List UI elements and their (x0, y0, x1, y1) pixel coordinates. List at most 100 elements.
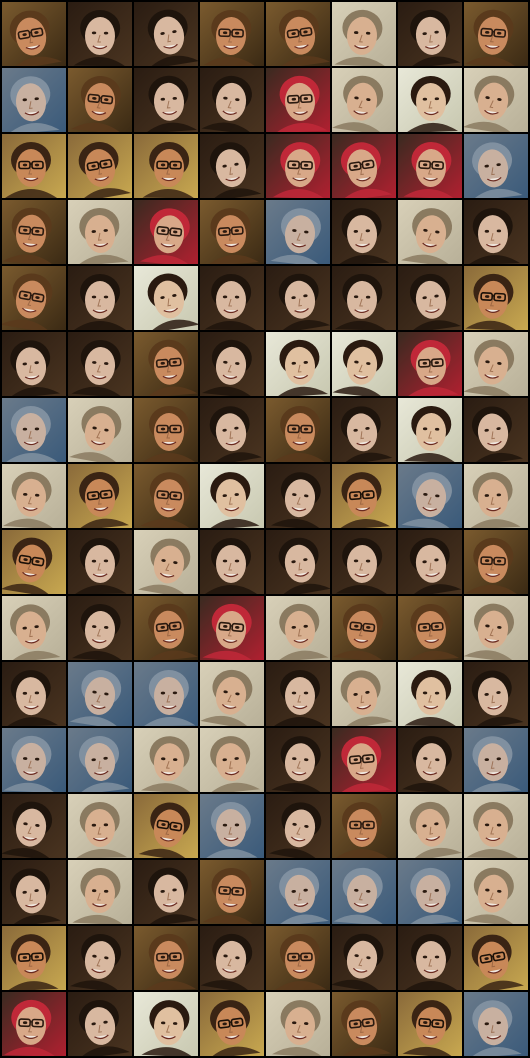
face-thumbnail (200, 662, 264, 726)
face-thumbnail (266, 464, 330, 528)
face-thumbnail (398, 332, 462, 396)
face-thumbnail (200, 860, 264, 924)
face-thumbnail (266, 134, 330, 198)
face-thumbnail (398, 200, 462, 264)
face-thumbnail (464, 398, 528, 462)
face-thumbnail (134, 794, 198, 858)
face-thumbnail (68, 2, 132, 66)
face-thumbnail (68, 332, 132, 396)
face-thumbnail (200, 332, 264, 396)
face-thumbnail (134, 332, 198, 396)
face-thumbnail (266, 860, 330, 924)
face-thumbnail (464, 860, 528, 924)
face-thumbnail (266, 530, 330, 594)
face-thumbnail (464, 728, 528, 792)
face-thumbnail (200, 464, 264, 528)
face-thumbnail (134, 860, 198, 924)
face-thumbnail (266, 992, 330, 1056)
face-thumbnail (134, 464, 198, 528)
face-thumbnail (398, 398, 462, 462)
face-thumbnail (134, 596, 198, 660)
face-thumbnail (398, 134, 462, 198)
face-thumbnail (332, 662, 396, 726)
face-thumbnail (200, 926, 264, 990)
face-thumbnail (134, 266, 198, 330)
face-thumbnail (266, 398, 330, 462)
face-thumbnail (332, 266, 396, 330)
face-thumbnail (2, 332, 66, 396)
face-thumbnail (332, 926, 396, 990)
face-thumbnail (2, 662, 66, 726)
face-thumbnail (134, 728, 198, 792)
face-thumbnail (398, 662, 462, 726)
face-thumbnail (332, 2, 396, 66)
face-thumbnail (2, 464, 66, 528)
face-thumbnail (2, 200, 66, 264)
face-thumbnail (134, 200, 198, 264)
face-thumbnail (200, 2, 264, 66)
face-thumbnail (332, 596, 396, 660)
face-thumbnail (398, 530, 462, 594)
face-thumbnail (2, 398, 66, 462)
face-thumbnail (68, 464, 132, 528)
face-thumbnail (332, 728, 396, 792)
face-thumbnail (266, 266, 330, 330)
face-thumbnail (2, 926, 66, 990)
face-thumbnail (2, 992, 66, 1056)
face-thumbnail (464, 662, 528, 726)
face-thumbnail (332, 200, 396, 264)
face-thumbnail (68, 794, 132, 858)
face-thumbnail (266, 926, 330, 990)
face-thumbnail (266, 200, 330, 264)
face-thumbnail (332, 134, 396, 198)
face-thumbnail (200, 596, 264, 660)
face-thumbnail (464, 200, 528, 264)
face-thumbnail (134, 134, 198, 198)
face-thumbnail (200, 134, 264, 198)
face-thumbnail (200, 794, 264, 858)
face-thumbnail (134, 398, 198, 462)
face-thumbnail (134, 68, 198, 132)
face-thumbnail (2, 530, 66, 594)
face-thumbnail (68, 860, 132, 924)
face-thumbnail (134, 926, 198, 990)
face-thumbnail (266, 728, 330, 792)
face-thumbnail (2, 134, 66, 198)
face-thumbnail (134, 530, 198, 594)
face-thumbnail (200, 530, 264, 594)
face-thumbnail (266, 794, 330, 858)
face-thumbnail (2, 794, 66, 858)
face-thumbnail (266, 332, 330, 396)
face-thumbnail (464, 332, 528, 396)
face-thumbnail (68, 530, 132, 594)
face-thumbnail (464, 68, 528, 132)
face-thumbnail (2, 728, 66, 792)
face-thumbnail (464, 926, 528, 990)
face-thumbnail (398, 728, 462, 792)
face-thumbnail (266, 2, 330, 66)
face-thumbnail (200, 398, 264, 462)
face-thumbnail (68, 728, 132, 792)
face-thumbnail (134, 662, 198, 726)
face-thumbnail (398, 794, 462, 858)
face-thumbnail (266, 596, 330, 660)
face-thumbnail (68, 596, 132, 660)
face-thumbnail (464, 2, 528, 66)
face-thumbnail (398, 68, 462, 132)
face-thumbnail (398, 992, 462, 1056)
face-thumbnail (266, 68, 330, 132)
face-thumbnail (2, 860, 66, 924)
face-thumbnail (464, 134, 528, 198)
face-thumbnail (332, 464, 396, 528)
face-thumbnail (134, 2, 198, 66)
face-thumbnail (464, 596, 528, 660)
face-thumbnail (2, 68, 66, 132)
face-thumbnail (332, 398, 396, 462)
face-thumbnail (332, 992, 396, 1056)
face-thumbnail (266, 662, 330, 726)
face-thumbnail (332, 530, 396, 594)
face-thumbnail (68, 200, 132, 264)
face-thumbnail (398, 464, 462, 528)
face-thumbnail (200, 266, 264, 330)
